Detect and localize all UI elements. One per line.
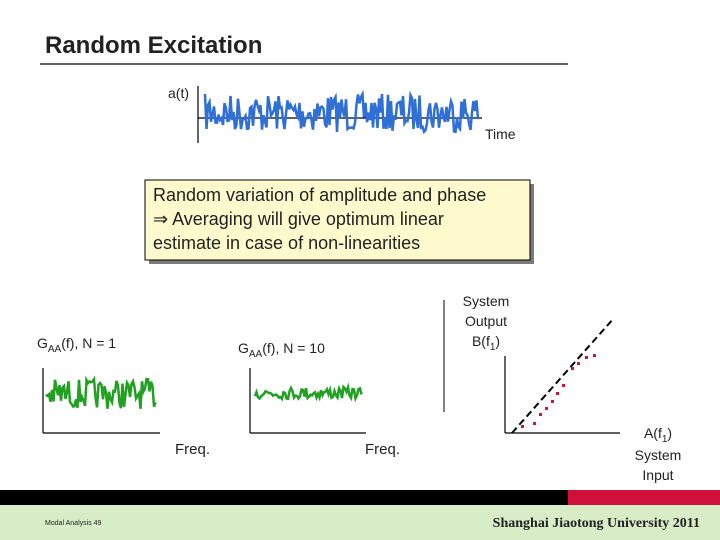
- axis-label: System: [635, 447, 682, 463]
- point: [585, 356, 588, 359]
- label-part: G: [238, 340, 249, 356]
- label-part: (f), N = 10: [262, 340, 325, 356]
- label-sub: 1: [490, 342, 496, 353]
- point: [593, 354, 596, 357]
- label-sub: 1: [662, 434, 668, 445]
- point: [545, 407, 548, 410]
- label-sub: AA: [249, 349, 263, 360]
- plot-label: GAA(f), N = 1: [37, 335, 116, 355]
- axis-label: Output: [465, 313, 507, 329]
- callout-text: estimate in case of non-linearities: [153, 233, 420, 253]
- footer-bar: [568, 490, 720, 505]
- label-part: A(f: [644, 425, 662, 441]
- footer-right: Shanghai Jiaotong University 2011: [493, 516, 700, 531]
- axis-label: Freq.: [175, 441, 210, 458]
- points: [521, 354, 596, 428]
- axis-label: A(f1): [644, 425, 672, 445]
- point: [556, 392, 559, 395]
- label-part: ): [667, 425, 672, 441]
- point: [571, 367, 574, 370]
- spectrum-signal: [45, 375, 157, 409]
- point: [539, 413, 542, 416]
- label-part: (f), N = 1: [61, 335, 116, 351]
- spectrum-signal: [253, 382, 363, 403]
- callout-text: ⇒ Averaging will give optimum linear: [153, 209, 444, 229]
- footer-left: Modal Analysis 49: [45, 520, 102, 527]
- label-part: ): [495, 333, 500, 349]
- axis-label: Freq.: [365, 441, 400, 458]
- axis-label: B(f1): [472, 333, 500, 353]
- point: [533, 422, 536, 425]
- footer-bar: [0, 490, 568, 505]
- axis-label: a(t): [168, 85, 189, 101]
- linear-reference: [511, 317, 615, 434]
- time-signal: [203, 89, 480, 134]
- axis-label: Time: [485, 126, 516, 142]
- label-part: G: [37, 335, 48, 351]
- point: [521, 425, 524, 428]
- axis-label: Input: [642, 467, 673, 483]
- plot-label: GAA(f), N = 10: [238, 340, 325, 360]
- point: [577, 362, 580, 365]
- footer-band: [0, 505, 720, 540]
- label-sub: AA: [48, 344, 62, 355]
- point: [551, 400, 554, 403]
- point: [562, 384, 565, 387]
- axis-label: System: [463, 293, 510, 309]
- title: Random Excitation: [45, 32, 262, 59]
- callout-text: Random variation of amplitude and phase: [153, 185, 486, 205]
- label-part: B(f: [472, 333, 490, 349]
- callout-box: [144, 179, 531, 261]
